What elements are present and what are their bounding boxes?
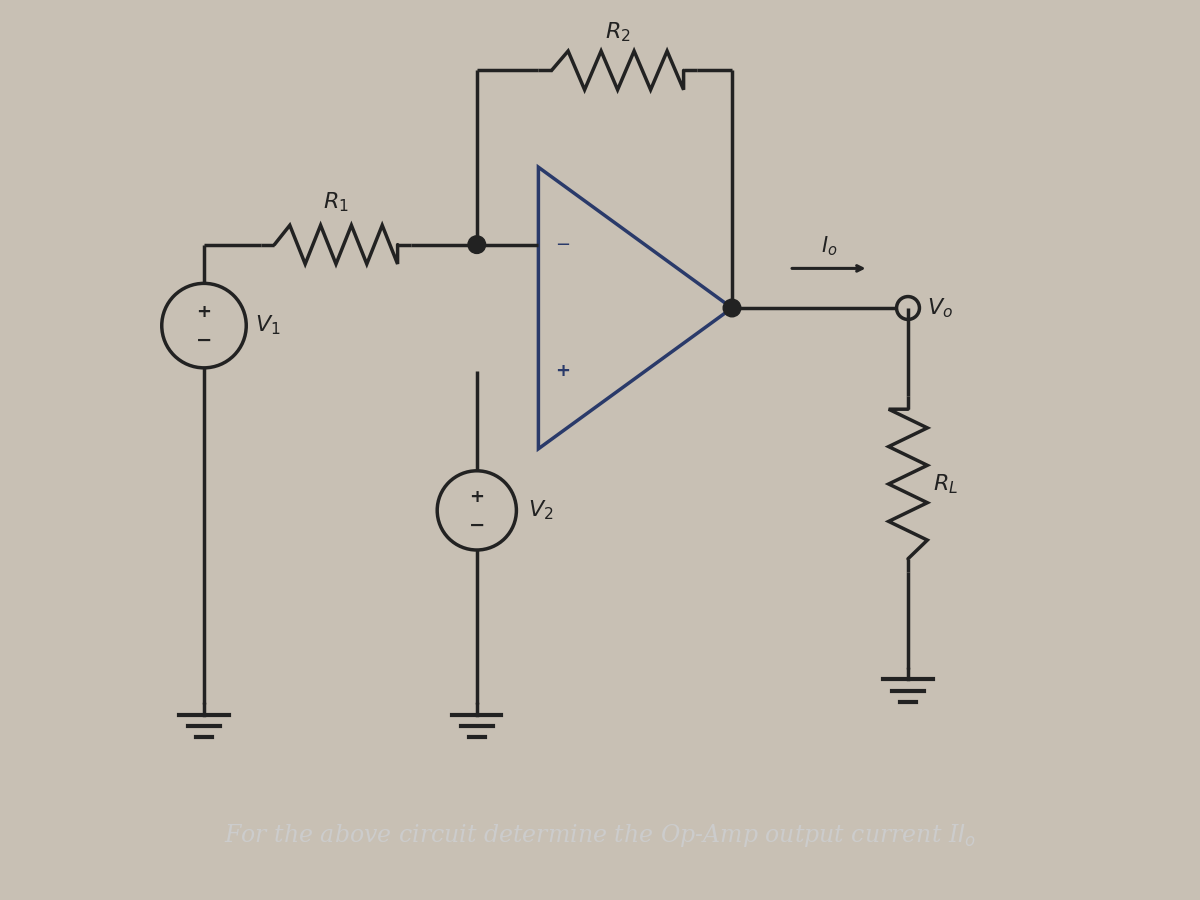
Text: −: − — [469, 516, 485, 535]
Text: $I_o$: $I_o$ — [821, 234, 838, 257]
Text: $V_2$: $V_2$ — [528, 499, 553, 522]
Text: $V_1$: $V_1$ — [256, 314, 281, 338]
Text: $R_2$: $R_2$ — [605, 21, 630, 44]
Text: $R_1$: $R_1$ — [323, 190, 349, 214]
Text: +: + — [469, 488, 485, 506]
Text: For the above circuit determine the Op-Amp output current I$I_o$: For the above circuit determine the Op-A… — [224, 823, 976, 850]
Text: −: − — [196, 331, 212, 350]
Text: +: + — [556, 363, 570, 381]
Circle shape — [468, 236, 486, 254]
Text: $V_o$: $V_o$ — [928, 296, 953, 320]
Text: $R_L$: $R_L$ — [932, 472, 958, 496]
Text: +: + — [197, 303, 211, 321]
Circle shape — [724, 299, 740, 317]
Text: −: − — [556, 236, 571, 254]
